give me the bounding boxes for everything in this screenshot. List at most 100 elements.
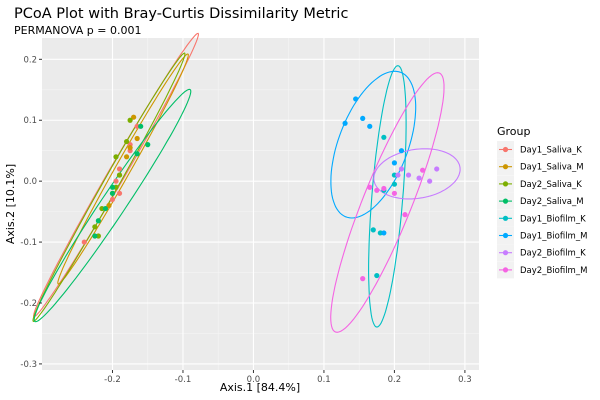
data-point: [342, 120, 348, 126]
data-point: [391, 160, 398, 166]
legend: Group Day1_Saliva_K Day1_Saliva_M Day2_Sal…: [497, 125, 587, 279]
legend-label: Day2_Saliva_M: [520, 197, 584, 207]
data-point: [81, 239, 87, 245]
data-point: [145, 142, 151, 148]
legend-title: Group: [497, 125, 531, 138]
x-tick-label: 0.3: [458, 375, 472, 385]
confidence-ellipse: [373, 148, 461, 200]
legend-item: Day2_Biofilm_M: [497, 261, 587, 279]
y-axis-title: Axis.2 [10.1%]: [4, 164, 17, 244]
data-point: [113, 154, 119, 160]
data-point: [109, 196, 116, 203]
data-point: [360, 115, 366, 122]
data-point: [116, 166, 123, 172]
legend-key-point: [502, 267, 509, 273]
legend-label: Day1_Biofilm_M: [520, 232, 587, 242]
data-point: [398, 148, 405, 154]
grid-layer: [42, 38, 479, 370]
data-point: [116, 172, 123, 178]
data-point: [391, 190, 398, 196]
y-tick-label: -0.3: [20, 360, 37, 370]
data-point: [109, 190, 116, 196]
data-point: [127, 145, 133, 151]
data-point: [95, 218, 101, 224]
data-point: [106, 202, 112, 209]
data-point: [127, 117, 133, 123]
axis-layer: -0.2 -0.1 0.0 0.1 0.2 0.3 -0.3 -0.2 -0.1 0.0 0.1 0.…: [20, 55, 471, 385]
legend-item: Day2_Saliva_M: [497, 192, 584, 210]
legend-item: Day2_Saliva_K: [497, 175, 582, 193]
point-layer: [81, 96, 440, 282]
data-point: [405, 172, 412, 178]
y-tick-label: 0.1: [23, 116, 37, 126]
chart-subtitle: PERMANOVA p = 0.001: [14, 24, 141, 37]
data-point: [360, 276, 366, 282]
data-point: [427, 178, 433, 184]
y-tick-label: -0.1: [20, 238, 37, 248]
data-point: [138, 123, 144, 129]
data-point: [374, 187, 380, 193]
y-tick-label: 0.2: [23, 55, 37, 65]
legend-key-point: [502, 215, 509, 221]
legend-key-point: [502, 232, 509, 239]
data-point: [381, 230, 387, 236]
legend-key-point: [502, 146, 509, 153]
legend-item: Day2_Biofilm_K: [497, 244, 586, 262]
x-tick-label: 0.2: [388, 375, 402, 385]
legend-label: Day2_Biofilm_K: [520, 249, 586, 259]
x-tick-label: 0.1: [317, 375, 331, 385]
data-point: [395, 172, 401, 178]
legend-label: Day1_Biofilm_K: [520, 214, 586, 224]
data-point: [116, 190, 123, 196]
confidence-ellipse: [33, 88, 192, 323]
data-point: [123, 138, 130, 145]
chart-title: PCoA Plot with Bray-Curtis Dissimilarity…: [14, 6, 348, 22]
legend-key-point: [502, 198, 509, 204]
data-point: [416, 175, 422, 181]
confidence-ellipse: [32, 52, 186, 323]
data-point: [402, 212, 408, 218]
x-tick-label: 0.0: [247, 375, 261, 385]
legend-label: Day2_Biofilm_M: [520, 266, 587, 276]
legend-items: Day1_Saliva_K Day1_Saliva_M Day2_Saliva_K D…: [497, 141, 587, 279]
data-point: [381, 185, 387, 192]
legend-label: Day1_Saliva_K: [520, 146, 582, 156]
data-point: [370, 227, 376, 233]
data-point: [374, 272, 380, 279]
data-point: [109, 184, 116, 190]
data-point: [381, 134, 387, 140]
data-point: [367, 123, 373, 129]
data-point: [131, 114, 137, 120]
x-tick-label: -0.2: [104, 375, 121, 385]
legend-label: Day1_Saliva_M: [520, 163, 584, 173]
confidence-ellipse: [368, 65, 407, 328]
data-point: [113, 178, 119, 184]
legend-key-point: [502, 250, 509, 256]
data-point: [367, 184, 373, 190]
data-point: [134, 135, 140, 142]
legend-key-point: [502, 181, 509, 187]
legend-item: Day1_Saliva_K: [497, 141, 582, 158]
y-tick-label: -0.2: [20, 299, 37, 309]
data-point: [123, 154, 130, 160]
x-tick-label: -0.1: [175, 375, 192, 385]
legend-item: Day1_Biofilm_M: [497, 227, 587, 244]
legend-item: Day1_Saliva_M: [497, 158, 584, 176]
data-point: [92, 224, 98, 230]
data-point: [92, 233, 98, 239]
plot-panel: [42, 38, 479, 370]
data-point: [434, 166, 440, 172]
x-axis-title: Axis.1 [84.4%]: [220, 381, 300, 394]
data-point: [391, 181, 398, 187]
confidence-ellipse: [330, 72, 445, 333]
legend-label: Day2_Saliva_K: [520, 180, 582, 190]
legend-item: Day1_Biofilm_K: [497, 209, 586, 227]
confidence-ellipse: [57, 53, 189, 285]
data-point: [420, 167, 426, 173]
data-point: [398, 166, 405, 172]
data-point: [134, 151, 140, 157]
data-point: [102, 205, 109, 212]
y-tick-label: 0.0: [23, 177, 37, 187]
legend-key-point: [502, 164, 509, 170]
